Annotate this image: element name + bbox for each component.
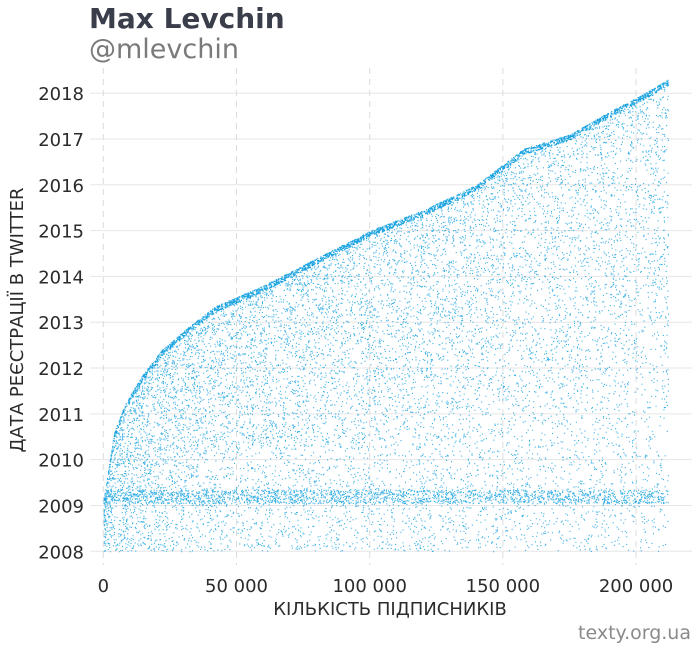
y-tick-label: 2009 (38, 496, 84, 517)
y-axis-label: ДАТА РЕЄСТРАЦІЇ В TWITTER (7, 188, 28, 453)
envelope-points (103, 80, 669, 505)
y-axis-ticks: 2008 2009 2010 2011 2012 2013 2014 2015 2016 2017… (38, 84, 84, 563)
source-credit: texty.org.ua (578, 622, 691, 644)
y-tick-label: 2014 (38, 267, 84, 288)
y-tick-label: 2010 (38, 451, 84, 472)
y-tick-label: 2017 (38, 130, 84, 151)
x-axis-ticks: 0 50 000 100 000 150 000 200 000 (98, 576, 674, 597)
y-tick-label: 2018 (38, 84, 84, 105)
x-axis-label: КІЛЬКІСТЬ ПІДПИСНИКІВ (273, 599, 507, 620)
y-tick-label: 2008 (38, 542, 84, 563)
x-tick-label: 0 (98, 576, 109, 597)
y-tick-label: 2013 (38, 313, 84, 334)
y-tick-label: 2015 (38, 222, 84, 243)
grid-lines (90, 68, 692, 565)
chart-title: Max Levchin (89, 2, 285, 35)
y-tick-label: 2011 (38, 405, 84, 426)
x-tick-label: 50 000 (205, 576, 268, 597)
x-tick-label: 100 000 (332, 576, 406, 597)
x-tick-label: 150 000 (466, 576, 540, 597)
y-tick-label: 2012 (38, 359, 84, 380)
chart-subtitle: @mlevchin (89, 34, 239, 65)
scatter-points (103, 79, 670, 553)
x-tick-label: 200 000 (599, 576, 673, 597)
follower-points (103, 79, 670, 553)
y-tick-label: 2016 (38, 176, 84, 197)
